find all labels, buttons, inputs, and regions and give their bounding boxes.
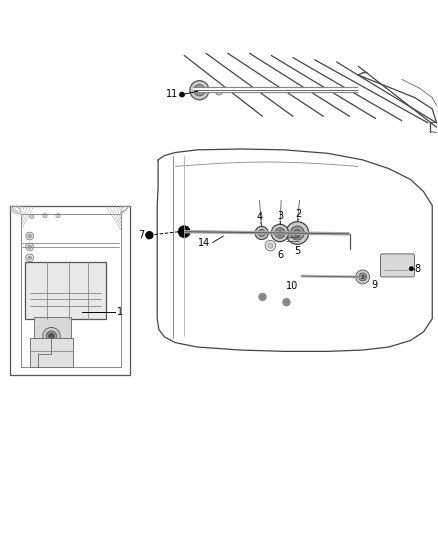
Circle shape bbox=[255, 227, 268, 239]
Circle shape bbox=[146, 232, 153, 239]
Circle shape bbox=[26, 254, 34, 262]
Text: 8: 8 bbox=[414, 264, 420, 273]
Text: 6: 6 bbox=[277, 250, 283, 260]
Circle shape bbox=[28, 235, 32, 238]
Circle shape bbox=[215, 88, 223, 95]
Circle shape bbox=[410, 267, 413, 270]
Circle shape bbox=[46, 331, 57, 341]
Bar bbox=[30, 338, 73, 367]
Circle shape bbox=[271, 224, 289, 241]
Text: 1: 1 bbox=[117, 307, 123, 317]
Circle shape bbox=[190, 80, 209, 100]
Circle shape bbox=[259, 294, 266, 301]
Circle shape bbox=[26, 243, 34, 251]
Text: 5: 5 bbox=[294, 246, 300, 256]
Circle shape bbox=[359, 273, 367, 281]
Circle shape bbox=[356, 270, 370, 284]
Circle shape bbox=[361, 275, 364, 279]
Text: 10: 10 bbox=[286, 281, 299, 292]
Circle shape bbox=[286, 222, 309, 244]
Bar bbox=[25, 262, 106, 319]
Circle shape bbox=[290, 226, 304, 240]
Text: 11: 11 bbox=[166, 88, 179, 99]
Circle shape bbox=[28, 256, 32, 260]
Text: 7: 7 bbox=[138, 230, 144, 240]
FancyBboxPatch shape bbox=[381, 254, 414, 277]
Circle shape bbox=[275, 228, 285, 238]
Circle shape bbox=[258, 230, 265, 237]
Circle shape bbox=[43, 327, 60, 345]
Circle shape bbox=[197, 87, 202, 93]
Circle shape bbox=[277, 230, 283, 236]
Circle shape bbox=[30, 214, 34, 219]
Circle shape bbox=[26, 232, 34, 240]
Circle shape bbox=[28, 245, 32, 249]
Circle shape bbox=[180, 92, 184, 97]
Text: 3: 3 bbox=[277, 211, 283, 221]
Text: 2: 2 bbox=[296, 208, 302, 219]
Circle shape bbox=[294, 230, 301, 237]
Circle shape bbox=[56, 213, 60, 218]
Circle shape bbox=[179, 226, 190, 237]
Circle shape bbox=[49, 334, 54, 339]
Text: 4: 4 bbox=[256, 212, 262, 222]
Circle shape bbox=[265, 240, 276, 251]
Text: 9: 9 bbox=[371, 280, 378, 290]
Circle shape bbox=[43, 213, 47, 218]
Text: 14: 14 bbox=[198, 238, 210, 247]
Circle shape bbox=[194, 85, 205, 96]
Circle shape bbox=[283, 298, 290, 305]
Circle shape bbox=[268, 243, 273, 248]
Bar bbox=[34, 318, 71, 338]
